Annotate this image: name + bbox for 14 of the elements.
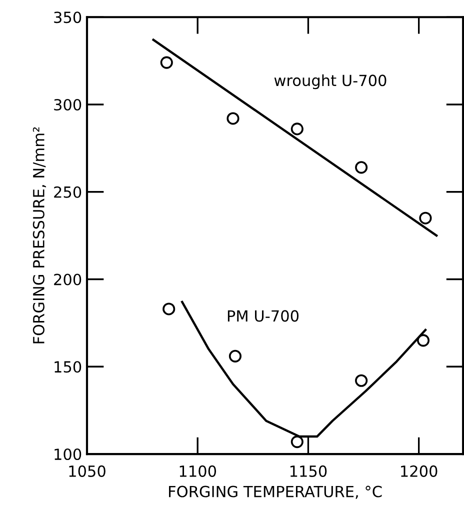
text: wrought U-700 [274,74,386,90]
y-axis-title: FORGING PRESSURE, N/mm² [32,127,46,344]
x-tick-label: 1200 [401,465,438,477]
x-tick-label: 1100 [180,465,216,477]
y-tick-label: 150 [54,361,82,373]
x-axis-title: FORGING TEMPERATURE, °C [169,486,382,499]
y-tick-label: 250 [54,186,82,198]
x-tick-label: 1150 [290,465,327,477]
y-tick-label: 300 [54,98,82,111]
y-tick-label: 100 [54,448,82,460]
y-tick-label: 350 [54,12,82,24]
series-label: PM U-700 [228,310,299,322]
x-tick-label: 1050 [69,465,106,477]
y-tick-label: 200 [54,274,82,286]
